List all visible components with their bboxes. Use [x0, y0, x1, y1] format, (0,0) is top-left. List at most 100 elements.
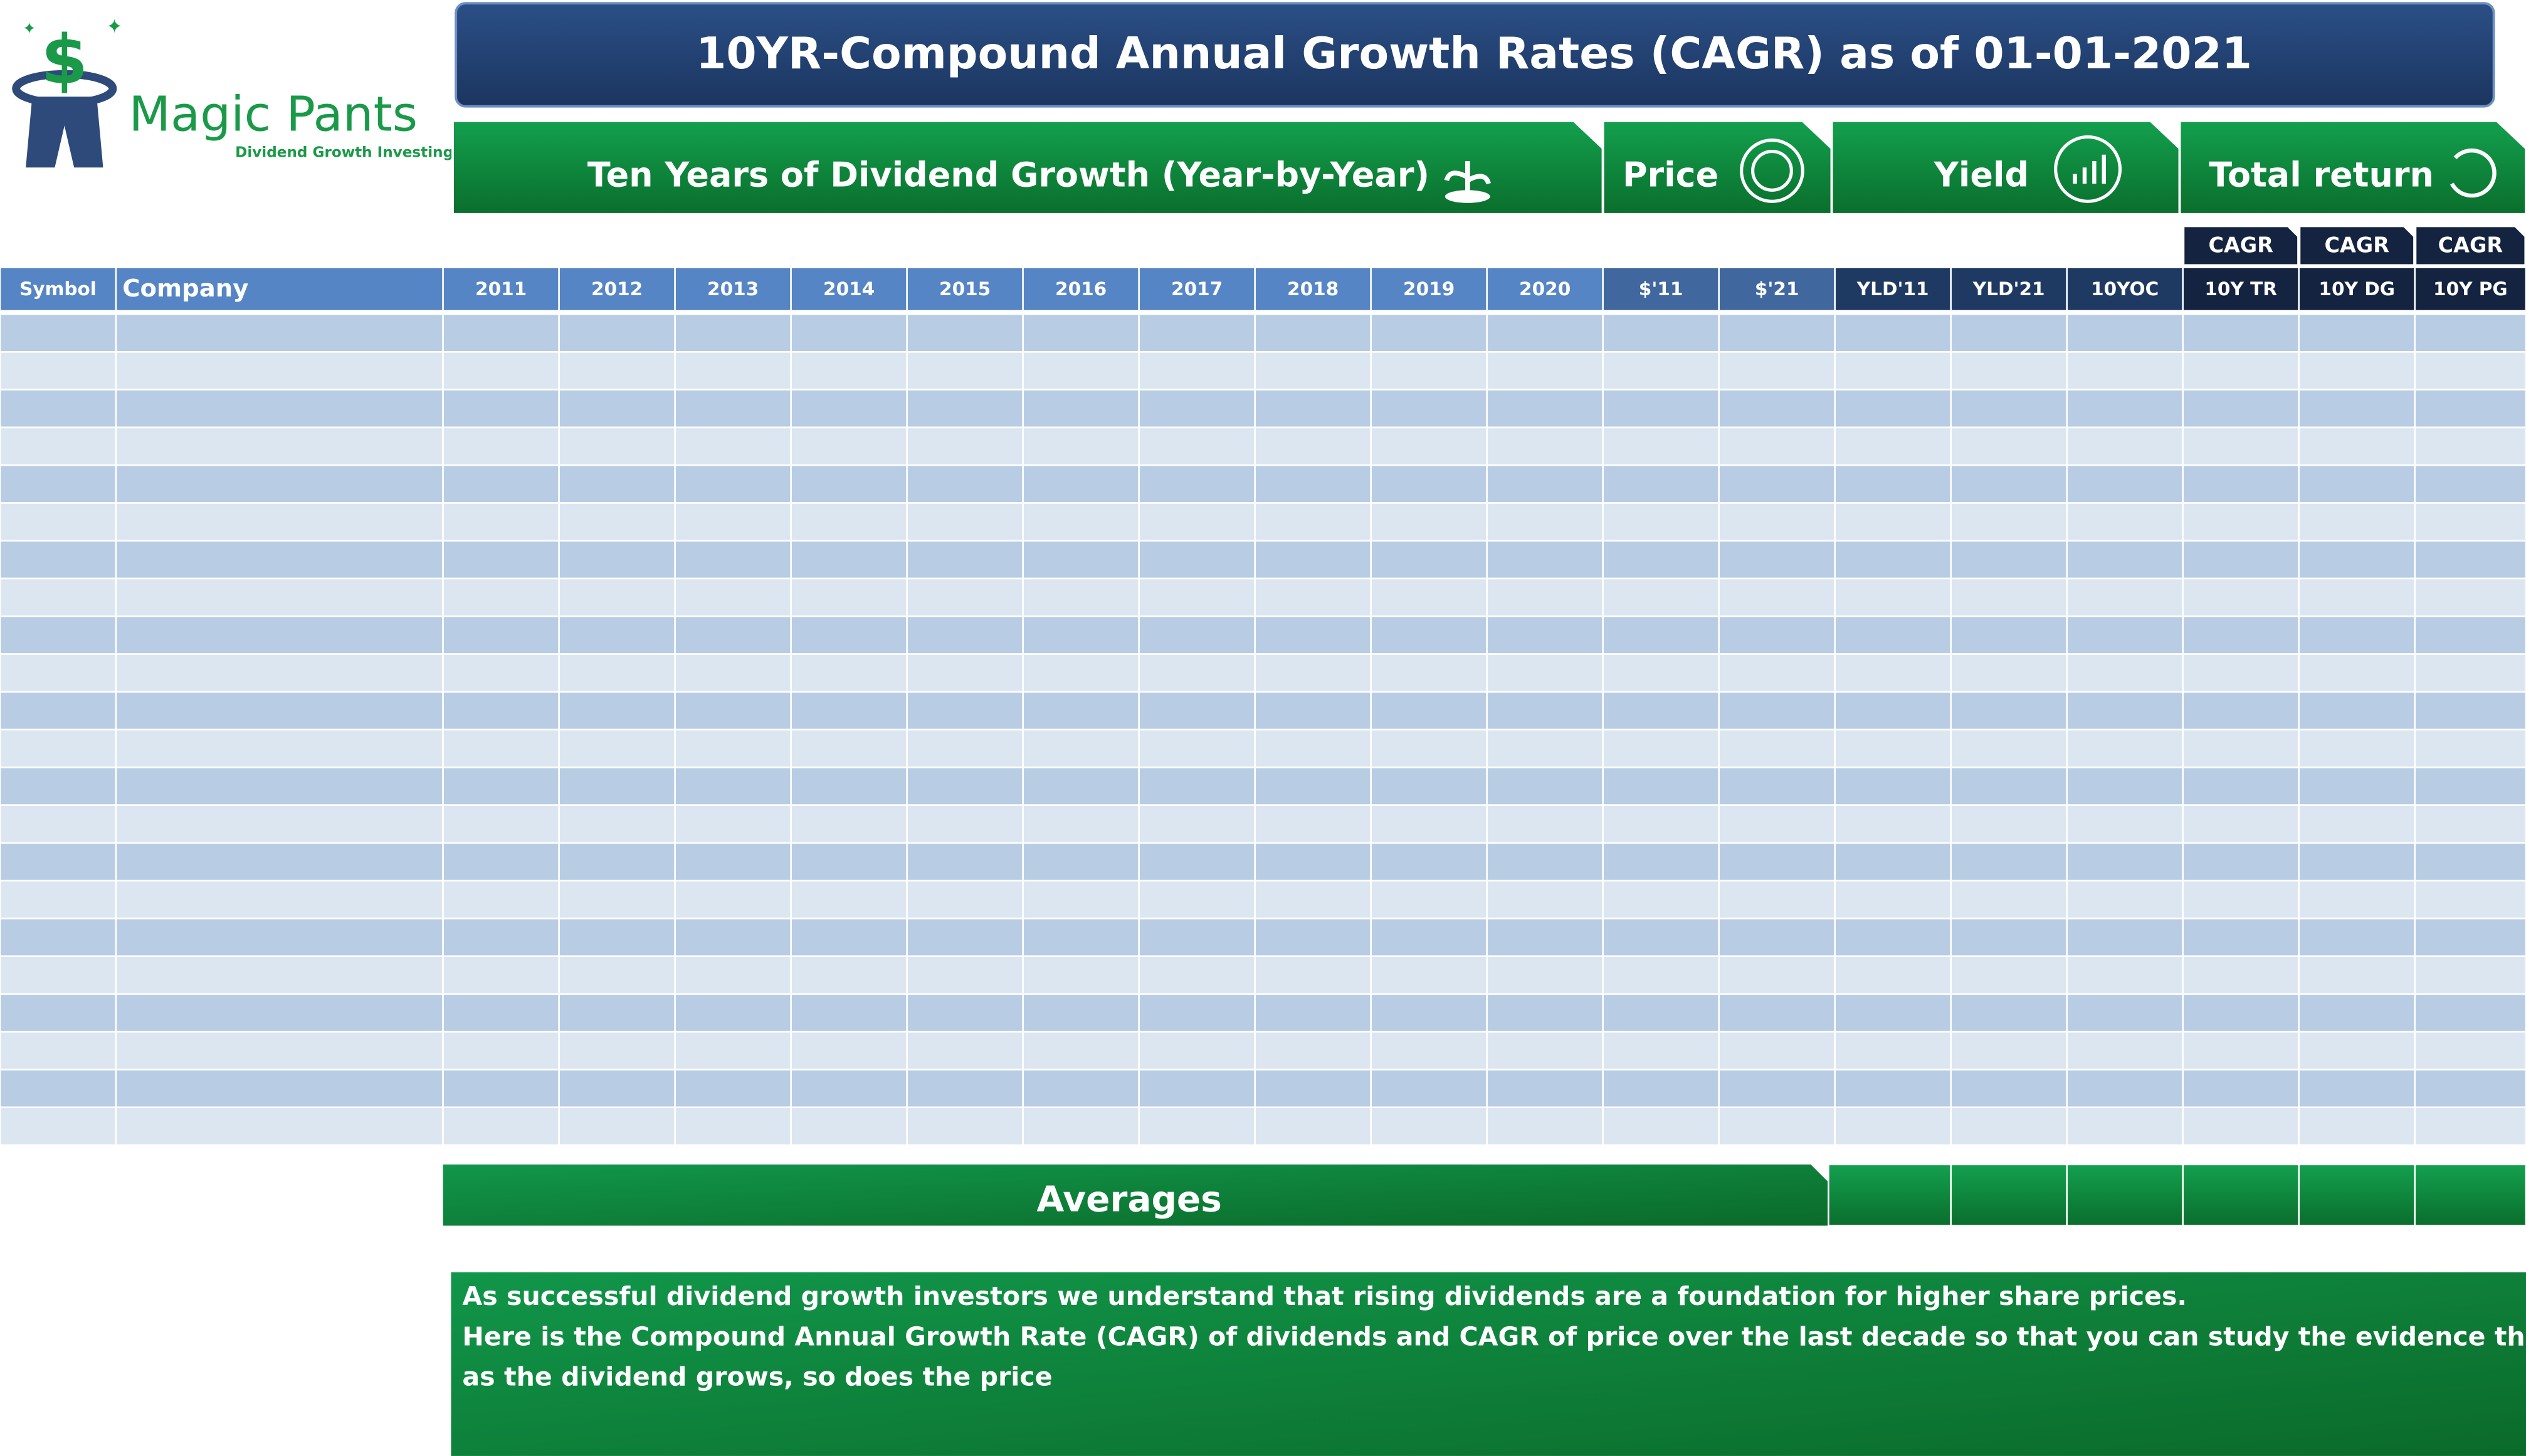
table-cell [1370, 804, 1488, 844]
table-cell [2066, 879, 2184, 919]
table-cell [790, 313, 908, 353]
table-cell [2066, 993, 2184, 1033]
table-cell [2414, 389, 2526, 429]
table-cell [2414, 1106, 2526, 1146]
table-cell [1602, 767, 1720, 806]
table-cell [1950, 540, 2068, 580]
table-cell [558, 1106, 676, 1146]
svg-text:$: $ [41, 21, 88, 100]
cagr-tab-label: CAGR [2324, 233, 2389, 258]
table-cell [790, 1106, 908, 1146]
table-cell [1022, 804, 1140, 844]
table-cell [1950, 804, 2068, 844]
table-cell [1718, 464, 1836, 504]
table-cell [906, 464, 1024, 504]
return-icon [2450, 148, 2497, 198]
table-cell [906, 1069, 1024, 1109]
table-cell [558, 464, 676, 504]
table-cell [1486, 615, 1604, 655]
table-cell [1834, 879, 1952, 919]
table-cell [674, 313, 792, 353]
table-cell [1834, 691, 1952, 731]
table-cell [1950, 993, 2068, 1033]
table-cell [1022, 615, 1140, 655]
table-cell [2066, 691, 2184, 731]
table-cell [1138, 351, 1256, 390]
table-cell [1950, 351, 2068, 390]
table-cell [1602, 653, 1720, 693]
table-cell [1834, 1069, 1952, 1109]
table-cell [115, 842, 444, 882]
table-cell [2414, 615, 2526, 655]
table-cell [442, 464, 560, 504]
table-cell [2298, 426, 2416, 466]
table-cell [1370, 615, 1488, 655]
table-cell [906, 804, 1024, 844]
logo-tagline: Dividend Growth Investing [235, 145, 453, 161]
table-cell [906, 993, 1024, 1033]
table-cell [1950, 426, 2068, 466]
table-cell [1834, 313, 1952, 353]
table-cell [1486, 842, 1604, 882]
table-cell [0, 728, 117, 768]
table-cell [2298, 993, 2416, 1033]
table-cell [674, 1069, 792, 1109]
table-cell [2414, 767, 2526, 806]
table-cell [1602, 993, 1720, 1033]
footer-line: Here is the Compound Annual Growth Rate … [462, 1321, 2526, 1351]
column-header-label: 2013 [707, 278, 759, 300]
table-cell [906, 653, 1024, 693]
table-cell [1486, 389, 1604, 429]
section-title: Yield [1934, 155, 2029, 194]
column-header-label: $'11 [1639, 278, 1683, 300]
table-cell [1254, 842, 1372, 882]
column-header [1834, 266, 1952, 312]
table-cell [1370, 767, 1488, 806]
table-cell [674, 1106, 792, 1146]
price-icon [1740, 139, 1804, 203]
table-cell [2414, 540, 2526, 580]
table-cell [1486, 1106, 1604, 1146]
table-cell [1138, 502, 1256, 542]
table-cell [1370, 842, 1488, 882]
table-cell [1834, 615, 1952, 655]
table-cell [906, 577, 1024, 617]
table-cell [1718, 1069, 1836, 1109]
table-cell [2298, 615, 2416, 655]
table-cell [0, 955, 117, 995]
table-cell [674, 767, 792, 806]
table-cell [558, 1030, 676, 1071]
table-cell [1718, 767, 1836, 806]
table-cell [2414, 691, 2526, 731]
table-cell [2298, 577, 2416, 617]
table-cell [442, 728, 560, 768]
table-cell [1370, 389, 1488, 429]
table-cell [1486, 464, 1604, 504]
column-header [1370, 266, 1488, 312]
table-cell [1718, 313, 1836, 353]
table-cell [442, 918, 560, 957]
table-cell [1602, 577, 1720, 617]
table-cell [0, 464, 117, 504]
table-cell [674, 691, 792, 731]
table-cell [1718, 728, 1836, 768]
column-header [2414, 266, 2526, 312]
column-header-label: 2015 [939, 278, 991, 300]
table-cell [1950, 691, 2068, 731]
table-cell [558, 842, 676, 882]
column-header-label: 2019 [1403, 278, 1455, 300]
table-cell [1138, 1030, 1256, 1071]
table-cell [1718, 351, 1836, 390]
section-title: Ten Years of Dividend Growth (Year-by-Ye… [587, 155, 1429, 194]
table-cell [1486, 653, 1604, 693]
table-cell [2414, 728, 2526, 768]
table-cell [790, 577, 908, 617]
table-cell [2414, 426, 2526, 466]
table-cell [0, 313, 117, 353]
table-cell [674, 879, 792, 919]
table-cell [442, 691, 560, 731]
table-cell [1834, 577, 1952, 617]
table-cell [442, 653, 560, 693]
table-cell [115, 313, 444, 353]
table-cell [674, 426, 792, 466]
